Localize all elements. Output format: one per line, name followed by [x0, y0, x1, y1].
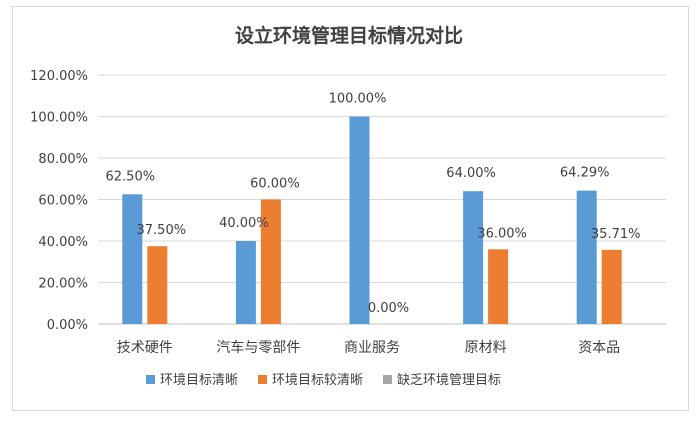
y-tick-label: 120.00%: [30, 69, 88, 84]
legend-label: 环境目标较清晰: [272, 373, 363, 388]
y-axis-ticks: 0.00% 20.00% 40.00% 60.00% 80.00% 100.00% 120.…: [30, 69, 88, 333]
legend-label: 缺乏环境管理目标: [397, 373, 501, 388]
legend-label: 环境目标清晰: [160, 373, 238, 388]
category-label: 商业服务: [344, 340, 400, 356]
data-labels: 62.50% 37.50% 40.00% 60.00% 100.00% 0.00% 64.0…: [106, 92, 641, 317]
legend: 环境目标清晰 环境目标较清晰 缺乏环境管理目标: [146, 373, 501, 388]
chart-title: 设立环境管理目标情况对比: [235, 24, 463, 47]
bar-clear: [122, 194, 143, 324]
data-label: 60.00%: [250, 177, 300, 192]
data-label: 64.00%: [446, 166, 496, 181]
data-label: 100.00%: [329, 92, 387, 107]
y-tick-label: 20.00%: [38, 277, 88, 292]
data-label: 64.29%: [560, 166, 610, 181]
category-label: 资本品: [578, 340, 620, 356]
category-label: 汽车与零部件: [216, 339, 300, 356]
bar-fairly-clear: [147, 246, 168, 324]
legend-swatch: [146, 375, 155, 384]
y-tick-label: 60.00%: [38, 194, 88, 209]
bars: [122, 116, 622, 324]
y-tick-label: 0.00%: [47, 318, 88, 333]
bar-clear: [463, 191, 484, 324]
category-label: 技术硬件: [117, 340, 173, 356]
data-label: 0.00%: [368, 301, 409, 316]
data-label: 37.50%: [137, 223, 187, 238]
y-tick-label: 80.00%: [38, 152, 88, 167]
legend-swatch: [383, 375, 392, 384]
bar-clear: [235, 241, 256, 324]
y-tick-label: 100.00%: [30, 111, 88, 126]
data-label: 35.71%: [591, 227, 641, 242]
bar-fairly-clear: [260, 199, 281, 324]
gridlines: [98, 74, 666, 325]
bar-fairly-clear: [601, 249, 622, 324]
x-axis-categories: 技术硬件 汽车与零部件 商业服务 原材料 资本品: [117, 339, 620, 356]
y-tick-label: 40.00%: [38, 235, 88, 250]
bar-clear: [349, 116, 370, 324]
legend-swatch: [258, 375, 267, 384]
data-label: 40.00%: [219, 216, 269, 231]
bar-clear: [576, 190, 597, 324]
bar-fairly-clear: [488, 249, 509, 324]
data-label: 62.50%: [106, 169, 156, 184]
category-label: 原材料: [465, 340, 507, 356]
data-label: 36.00%: [477, 226, 527, 241]
